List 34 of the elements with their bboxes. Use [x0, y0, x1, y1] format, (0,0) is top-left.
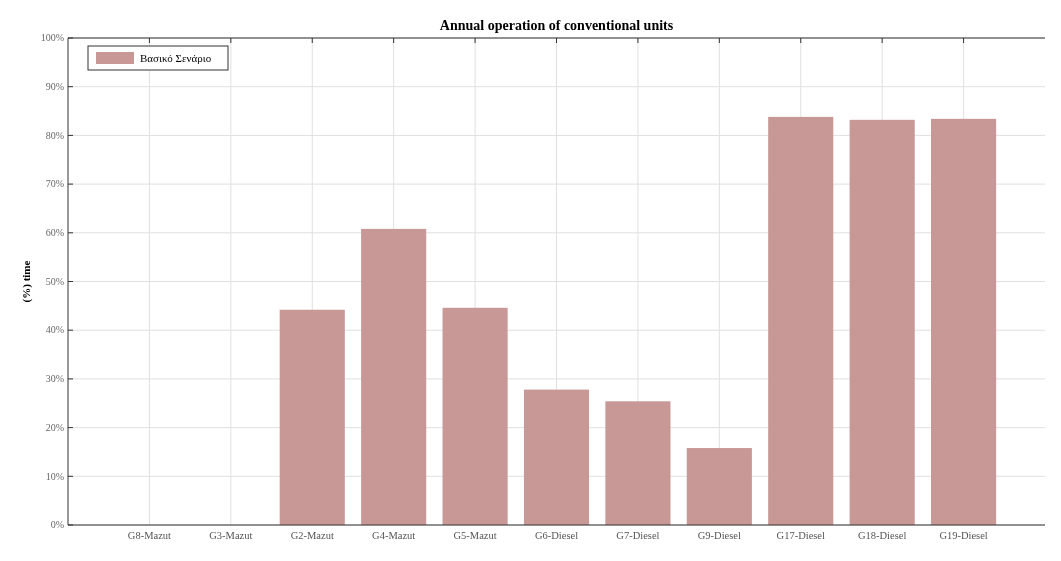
legend-label: Βασικό Σενάριο [140, 51, 212, 64]
y-tick-label: 10% [45, 470, 64, 482]
y-tick-label: 80% [45, 129, 64, 141]
y-tick-label: 90% [45, 80, 64, 92]
y-tick-label: 100% [40, 32, 64, 44]
y-tick-label: 60% [45, 227, 64, 238]
y-tick-label: 30% [45, 373, 64, 385]
bar [442, 307, 508, 525]
x-tick-label: G6-Diesel [534, 530, 579, 541]
bar [849, 119, 915, 525]
chart-title: Annual operation of conventional units [439, 18, 674, 33]
y-tick-label: 0% [50, 519, 64, 531]
bar [523, 389, 590, 525]
x-tick-label: G17-Diesel [776, 530, 826, 541]
bar [279, 309, 345, 525]
y-tick-label: 40% [45, 324, 64, 336]
x-tick-label: G19-Diesel [939, 530, 988, 541]
x-tick-label: G2-Mazut [290, 530, 334, 541]
x-tick-label: G4-Mazut [372, 530, 416, 541]
x-tick-label: G7-Diesel [616, 530, 660, 541]
bar [361, 228, 427, 525]
bar [605, 401, 671, 525]
x-tick-label: G9-Diesel [697, 530, 741, 541]
y-tick-label: 20% [45, 421, 64, 433]
x-tick-label: G5-Mazut [453, 530, 497, 541]
bar [686, 448, 752, 525]
bar [768, 116, 834, 525]
y-tick-label: 50% [45, 275, 64, 287]
y-axis-title: (%) time [20, 260, 33, 303]
bar [931, 118, 997, 525]
y-tick-label: 70% [45, 178, 64, 190]
x-tick-label: G8-Mazut [127, 530, 172, 541]
x-tick-label: G18-Diesel [857, 530, 907, 541]
x-tick-label: G3-Mazut [209, 530, 253, 541]
